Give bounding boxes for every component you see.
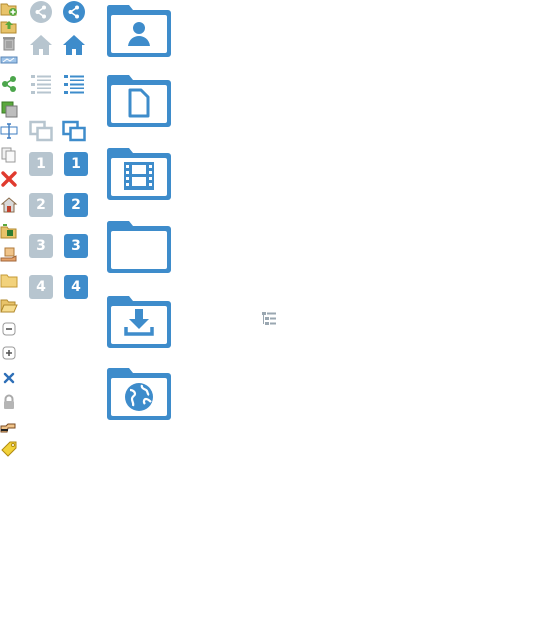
copy-icon[interactable] — [0, 146, 18, 164]
image-strip-icon[interactable] — [0, 54, 18, 72]
badge-4-blue[interactable]: 4 — [64, 275, 88, 299]
folder-download-icon[interactable] — [106, 292, 172, 350]
collapse-icon[interactable] — [0, 320, 18, 338]
trash-icon[interactable] — [0, 34, 18, 52]
folder-document-icon[interactable] — [106, 71, 172, 129]
folder-download-icon[interactable] — [0, 222, 18, 240]
badge-3-blue[interactable]: 3 — [64, 234, 88, 258]
share-green-icon[interactable] — [0, 75, 18, 93]
badge-2-blue[interactable]: 2 — [64, 193, 88, 217]
hand-drop-icon[interactable] — [0, 246, 18, 264]
home-grey-icon[interactable] — [29, 33, 53, 57]
windows-blue-icon[interactable] — [62, 119, 86, 143]
lock-icon[interactable] — [0, 393, 18, 411]
list-grey-icon[interactable] — [29, 72, 53, 96]
folder-globe-icon[interactable] — [106, 364, 172, 422]
tag-icon[interactable] — [0, 440, 18, 458]
badge-1-blue[interactable]: 1 — [64, 152, 88, 176]
badge-1-grey[interactable]: 1 — [29, 152, 53, 176]
windows-grey-icon[interactable] — [29, 119, 53, 143]
folder-closed-icon[interactable] — [0, 271, 18, 289]
home-blue-icon[interactable] — [62, 33, 86, 57]
close-blue-icon[interactable] — [0, 369, 18, 387]
expand-icon[interactable] — [0, 344, 18, 362]
folder-video-icon[interactable] — [106, 144, 172, 202]
folder-upload-icon[interactable] — [0, 17, 18, 35]
list-blue-icon[interactable] — [62, 72, 86, 96]
share-grey-icon[interactable] — [29, 0, 53, 24]
home-icon[interactable] — [0, 196, 18, 214]
rename-icon[interactable] — [0, 122, 18, 140]
badge-4-grey[interactable]: 4 — [29, 275, 53, 299]
folder-plain-icon[interactable] — [106, 217, 172, 275]
folder-add-icon[interactable] — [0, 0, 18, 18]
tree-view-icon[interactable] — [260, 310, 278, 328]
hand-point-icon[interactable] — [0, 418, 18, 436]
delete-red-icon[interactable] — [0, 170, 18, 188]
stack-icon[interactable] — [0, 100, 18, 118]
folder-user-icon[interactable] — [106, 1, 172, 59]
folder-open-icon[interactable] — [0, 296, 18, 314]
share-blue-icon[interactable] — [62, 0, 86, 24]
badge-3-grey[interactable]: 3 — [29, 234, 53, 258]
badge-2-grey[interactable]: 2 — [29, 193, 53, 217]
